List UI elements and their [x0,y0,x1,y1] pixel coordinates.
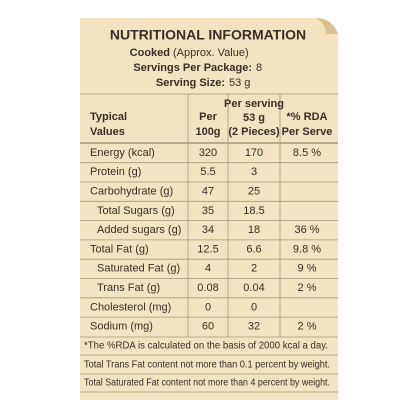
rda: 9.8 % [293,243,321,255]
footnote: *The %RDA is calculated on the basis of … [84,341,328,352]
per-100g: 320 [199,147,217,159]
per-100g: 60 [202,321,214,333]
column-header: Typical [90,111,127,123]
per-serving: 6.6 [246,243,261,255]
rda: 8.5 % [293,147,321,159]
servings-value: 8 [256,62,262,74]
per-serving: 170 [245,147,263,159]
rda: 36 % [294,224,319,236]
column-header: Values [90,126,125,138]
servings-label: Servings Per Package: [133,62,252,74]
per-100g: 34 [202,224,214,236]
size-label: Serving Size: [156,77,225,89]
label-panel [80,18,338,400]
per-100g: 35 [202,205,214,217]
per-serving: 18 [248,224,260,236]
footnote: Total Trans Fat content not more than 0.… [84,360,330,371]
row-label: Total Sugars (g) [97,205,175,217]
per-serving: 2 [251,263,257,275]
cooked: Cooked [130,47,170,59]
size-value: 53 g [229,77,250,89]
page-curl [316,18,338,34]
row-label: Total Fat (g) [90,243,149,255]
per-serving: 25 [248,186,260,198]
row-label: Sodium (mg) [90,321,153,333]
row-label: Cholesterol (mg) [90,301,171,313]
per-100g: 12.5 [197,243,218,255]
row-label: Saturated Fat (g) [97,263,180,275]
rda: 9 % [298,263,317,275]
per-100g: 4 [205,263,211,275]
per-100g: 0.08 [197,282,218,294]
row-label: Carbohydrate (g) [90,186,173,198]
per-serving: 18.5 [243,205,264,217]
per-serving: 0 [251,301,257,313]
title: NUTRITIONAL INFORMATION [110,27,306,43]
per-100g: 5.5 [200,166,215,178]
column-header: 100g [195,126,220,138]
footnote: Total Saturated Fat content not more tha… [84,378,330,389]
per-serving: 0.04 [243,282,264,294]
rda: 2 % [298,321,317,333]
per-100g: 0 [205,301,211,313]
rda: 2 % [298,282,317,294]
column-header: (2 Pieces) [228,126,280,138]
row-label: Protein (g) [90,166,141,178]
per-serving: 32 [248,321,260,333]
per-100g: 47 [202,186,214,198]
row-label: Added sugars (g) [97,224,181,236]
cooked-note: (Approx. Value) [173,47,249,59]
row-label: Trans Fat (g) [97,282,160,294]
column-header: Per serving [224,98,284,110]
column-header: Per [199,111,217,123]
column-header: Per Serve [282,126,333,138]
column-header: *% RDA [287,111,328,123]
row-label: Energy (kcal) [90,147,155,159]
column-header: 53 g [243,112,265,124]
per-serving: 3 [251,166,257,178]
